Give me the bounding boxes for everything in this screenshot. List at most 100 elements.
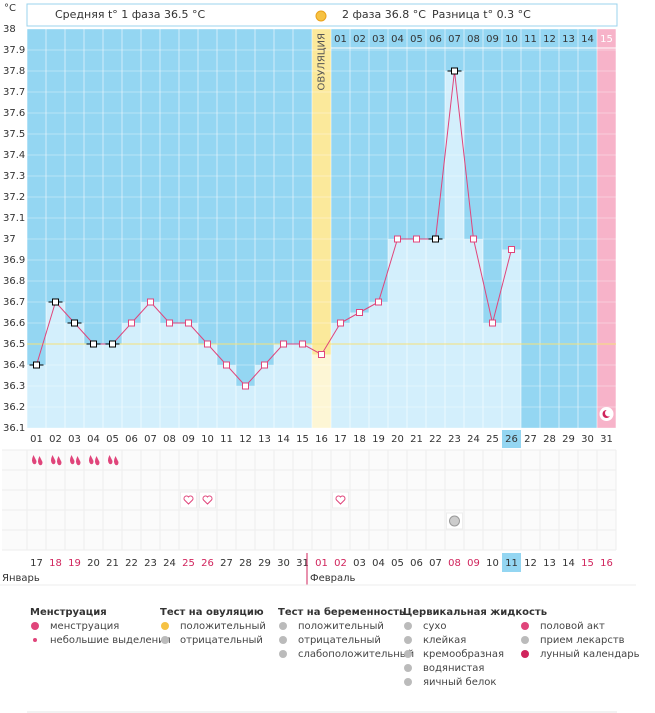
month-label: Январь <box>2 573 40 584</box>
intercourse-cell <box>332 491 349 509</box>
x-tick-label: 14 <box>277 434 290 445</box>
x-tick-label: 31 <box>600 434 613 445</box>
x-tick-label: 15 <box>296 434 309 445</box>
temperature-marker <box>489 319 496 327</box>
luteal-day-label: 11 <box>524 34 537 45</box>
date-label: 02 <box>334 558 347 569</box>
date-label: 20 <box>87 558 100 569</box>
luteal-day-label: 12 <box>543 34 556 45</box>
legend-title: Цервикальная жидкость <box>403 607 547 618</box>
x-tick-label: 09 <box>182 434 195 445</box>
temperature-marker <box>280 340 287 348</box>
legend-icon <box>521 622 529 630</box>
legend-icon <box>279 650 287 658</box>
legend-icon <box>279 622 287 630</box>
temperature-column <box>27 365 46 428</box>
luteal-day-label: 10 <box>505 34 518 45</box>
temperature-column <box>217 365 236 428</box>
x-tick-label: 21 <box>410 434 423 445</box>
luteal-day-label: 09 <box>486 34 499 45</box>
temperature-marker <box>432 235 439 243</box>
legend-icon <box>404 636 412 644</box>
legend-item: слабоположительный <box>298 649 414 660</box>
temperature-column <box>426 239 445 428</box>
x-tick-label: 22 <box>429 434 442 445</box>
temperature-marker <box>356 309 363 316</box>
temperature-marker <box>451 67 458 75</box>
temperature-marker <box>299 340 306 348</box>
legend-item: менструация <box>50 621 119 632</box>
y-tick-label: 37.8 <box>3 66 25 77</box>
legend-item: отрицательный <box>298 635 381 646</box>
date-label: 25 <box>182 558 195 569</box>
legend-item: половой акт <box>540 621 605 632</box>
date-label: 09 <box>467 558 480 569</box>
x-tick-label: 24 <box>467 434 480 445</box>
temperature-marker <box>185 319 192 327</box>
date-label: 28 <box>239 558 252 569</box>
y-tick-label: 36.1 <box>3 423 25 434</box>
x-tick-label: 07 <box>144 434 157 445</box>
date-label: 23 <box>144 558 157 569</box>
legend-item: лунный календарь <box>540 649 640 660</box>
menstruation-icon <box>89 455 100 466</box>
date-label: 24 <box>163 558 176 569</box>
month-label: Февраль <box>310 573 356 584</box>
intercourse-cell <box>199 491 216 509</box>
intercourse-icon <box>335 495 346 505</box>
temperature-marker <box>71 319 78 327</box>
y-tick-label: 36.8 <box>3 276 25 287</box>
x-tick-label: 05 <box>106 434 119 445</box>
date-label: 14 <box>562 558 575 569</box>
temperature-column <box>141 302 160 428</box>
y-tick-label: 37.9 <box>3 45 25 56</box>
temperature-marker <box>204 340 211 348</box>
temperature-column <box>350 312 369 428</box>
legend-icon <box>404 678 412 686</box>
x-tick-label: 28 <box>543 434 556 445</box>
legend-title: Тест на овуляцию <box>160 607 264 618</box>
temperature-marker <box>261 361 268 369</box>
temperature-column <box>464 239 483 428</box>
date-label: 13 <box>543 558 556 569</box>
date-label: 29 <box>258 558 271 569</box>
y-tick-label: 36.7 <box>3 297 25 308</box>
legend-icon <box>521 650 529 658</box>
temperature-marker <box>128 319 135 327</box>
temperature-column <box>483 323 502 428</box>
x-tick-label: 08 <box>163 434 176 445</box>
temperature-column <box>65 323 84 428</box>
y-tick-label: 36.4 <box>3 360 25 371</box>
temperature-column <box>255 365 274 428</box>
temperature-marker <box>166 319 173 327</box>
x-tick-label: 18 <box>353 434 366 445</box>
temperature-marker <box>470 235 477 243</box>
legend-item: отрицательный <box>180 635 263 646</box>
x-tick-label: 17 <box>334 434 347 445</box>
date-label: 26 <box>201 558 214 569</box>
legend-item: кремообразная <box>423 649 504 660</box>
temperature-marker <box>394 235 401 243</box>
date-label: 10 <box>486 558 499 569</box>
intercourse-cell <box>180 491 197 509</box>
intercourse-icon <box>183 495 194 505</box>
temperature-marker <box>33 361 40 369</box>
x-tick-label: 02 <box>49 434 62 445</box>
date-label: 30 <box>277 558 290 569</box>
luteal-day-label: 13 <box>562 34 575 45</box>
luteal-day-label: 15 <box>600 34 613 45</box>
legend-icon <box>521 636 529 644</box>
date-label: 31 <box>296 558 309 569</box>
temperature-marker <box>375 298 382 306</box>
legend-item: сухо <box>423 621 446 632</box>
legend-item: положительный <box>180 621 266 632</box>
legend-item: небольшие выделения <box>50 635 171 646</box>
temperature-marker <box>508 246 515 253</box>
y-tick-label: 36.3 <box>3 381 25 392</box>
date-label: 15 <box>581 558 594 569</box>
temperature-column <box>179 323 198 428</box>
temperature-marker <box>90 340 97 348</box>
temperature-column <box>84 344 103 428</box>
date-label: 08 <box>448 558 461 569</box>
y-tick-label: 37.6 <box>3 108 25 119</box>
